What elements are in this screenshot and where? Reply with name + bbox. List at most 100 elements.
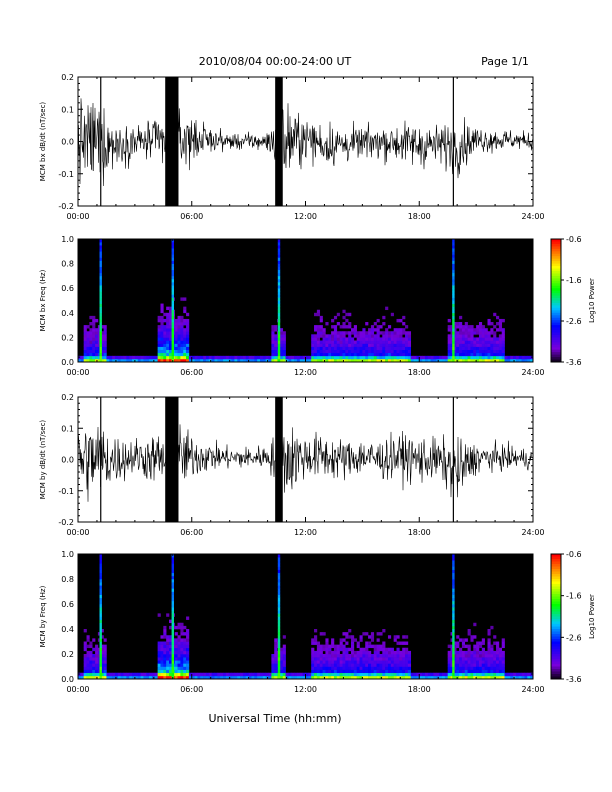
heatmap-cell (405, 663, 409, 667)
spike-cell (452, 334, 455, 338)
heatmap-cell (376, 355, 380, 360)
heatmap-cell (487, 331, 491, 335)
heatmap-cell (248, 672, 252, 677)
colorbar-segment (551, 554, 561, 557)
heatmap-cell (180, 660, 184, 664)
heatmap-cell (339, 340, 343, 344)
heatmap-cell (311, 349, 315, 354)
heatmap-cell (456, 650, 460, 655)
heatmap-cell (231, 355, 235, 360)
spike-cell (99, 263, 102, 267)
heatmap-cell (336, 666, 340, 670)
heatmap-cell (459, 343, 463, 347)
heatmap-cell (453, 337, 457, 341)
heatmap-cell (316, 325, 321, 329)
heatmap-cell (302, 675, 306, 680)
heatmap-cell (487, 322, 491, 326)
heatmap-cell (339, 675, 343, 680)
y-tick-label: 0.8 (61, 260, 74, 269)
spike-cell (99, 622, 102, 627)
heatmap-cell (294, 675, 298, 680)
heatmap-cell (382, 675, 386, 680)
heatmap-cell (319, 355, 323, 360)
heatmap-cell (174, 632, 178, 636)
heatmap-cell (163, 352, 167, 357)
heatmap-cell (470, 340, 474, 344)
spike-cell (452, 282, 455, 286)
heatmap-cell (467, 650, 471, 655)
heatmap-cell (225, 358, 230, 363)
heatmap-cell (493, 660, 497, 664)
heatmap-cell (348, 343, 352, 347)
heatmap-cell (183, 663, 187, 667)
heatmap-cell (373, 675, 377, 680)
heatmap-cell (89, 657, 93, 661)
heatmap-cell (461, 352, 466, 357)
series-path (78, 94, 533, 187)
heatmap-cell (345, 675, 349, 680)
heatmap-cell (405, 660, 409, 664)
heatmap-cell (211, 358, 215, 363)
heatmap-cell (325, 650, 329, 655)
heatmap-cell (478, 650, 483, 655)
heatmap-cell (461, 669, 466, 674)
heatmap-cell (248, 355, 252, 360)
heatmap-cell (169, 309, 173, 314)
heatmap-cell (393, 352, 397, 357)
heatmap-cell (342, 349, 346, 354)
y-axis-label: MCM bx Freq (Hz) (39, 269, 47, 331)
heatmap-cell (83, 328, 87, 332)
heatmap-cell (339, 647, 343, 652)
heatmap-cell (393, 672, 397, 677)
spike-cell (277, 632, 281, 636)
heatmap-cell (97, 657, 102, 661)
heatmap-cell (484, 358, 488, 363)
heatmap-cell (387, 657, 392, 661)
heatmap-cell (524, 358, 528, 363)
heatmap-cell (234, 672, 238, 677)
spike-cell (99, 585, 102, 589)
heatmap-cell (157, 654, 161, 658)
heatmap-cell (260, 672, 264, 677)
heatmap-cell (450, 352, 454, 357)
heatmap-cell (476, 672, 480, 677)
heatmap-cell (484, 340, 488, 344)
spike-cell (171, 672, 174, 677)
heatmap-cell (493, 635, 497, 639)
heatmap-cell (78, 675, 82, 680)
heatmap-cell (95, 340, 99, 344)
heatmap-cell (464, 663, 468, 667)
heatmap-cell (262, 675, 266, 680)
page-indicator: Page 1/1 (481, 55, 529, 68)
colorbar-segment (551, 649, 561, 652)
heatmap-cell (237, 672, 241, 677)
heatmap-cell (487, 358, 491, 363)
heatmap-cell (456, 343, 460, 347)
spike-cell (452, 660, 455, 664)
heatmap-cell (373, 352, 377, 357)
heatmap-cell (473, 622, 477, 627)
spike-cell (171, 331, 174, 335)
heatmap-cell (83, 337, 87, 341)
heatmap-cell (464, 669, 468, 674)
heatmap-cell (476, 346, 480, 351)
heatmap-cell (282, 647, 286, 652)
spike-cell (277, 566, 281, 570)
heatmap-cell (333, 340, 338, 344)
heatmap-cell (518, 358, 522, 363)
heatmap-cell (373, 660, 377, 664)
spike-cell (452, 672, 455, 677)
colorbar-frame (550, 238, 562, 363)
heatmap-cell (373, 346, 377, 351)
heatmap-cell (180, 337, 184, 341)
spike-cell (171, 349, 174, 354)
heatmap-cell (163, 650, 167, 655)
heatmap-cell (333, 334, 338, 338)
heatmap-cell (274, 644, 278, 649)
heatmap-cell (333, 657, 338, 661)
heatmap-cell (274, 638, 278, 642)
spike-cell (171, 660, 174, 664)
heatmap-cell (351, 337, 355, 341)
spike-cell (99, 312, 102, 317)
heatmap-cell (89, 650, 93, 655)
